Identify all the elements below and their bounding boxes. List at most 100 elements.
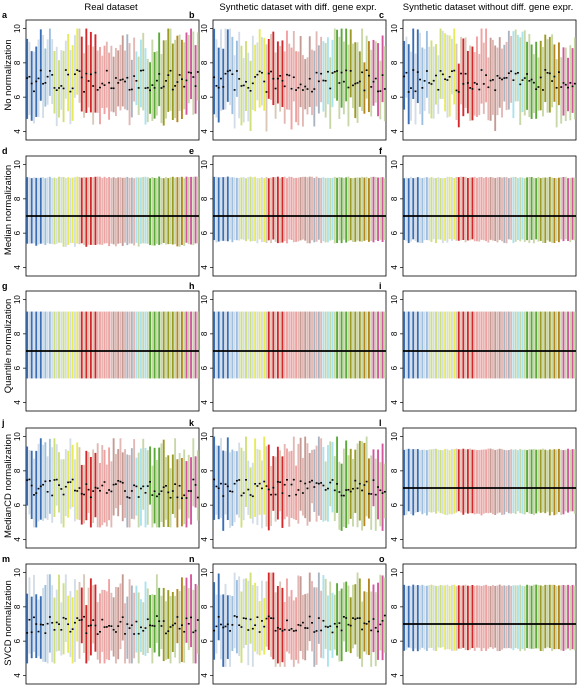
box-6 bbox=[416, 449, 419, 513]
median-mark-7 bbox=[229, 630, 232, 632]
box-27 bbox=[464, 449, 467, 513]
box-57 bbox=[532, 311, 535, 379]
y-tick-label: 8 bbox=[13, 331, 22, 336]
box-39 bbox=[301, 176, 304, 240]
y-tick-label: 6 bbox=[200, 502, 209, 507]
y-tick-label: 8 bbox=[390, 196, 399, 201]
median-mark-30 bbox=[281, 492, 284, 494]
box-64 bbox=[358, 311, 361, 379]
y-tick-label: 10 bbox=[200, 568, 209, 577]
box-73 bbox=[192, 176, 195, 246]
box-47 bbox=[133, 439, 136, 520]
box-29 bbox=[279, 46, 282, 112]
y-tick-label: 10 bbox=[390, 432, 399, 441]
median-mark-44 bbox=[313, 486, 316, 488]
box-24 bbox=[267, 38, 270, 99]
median-mark-32 bbox=[286, 73, 288, 76]
median-mark-53 bbox=[146, 618, 149, 621]
box-39 bbox=[114, 586, 117, 664]
panel-frame bbox=[402, 19, 577, 141]
box-62 bbox=[167, 178, 170, 245]
median-mark-70 bbox=[185, 617, 188, 620]
box-38 bbox=[112, 597, 115, 657]
box-28 bbox=[466, 585, 469, 651]
box-1 bbox=[28, 41, 31, 116]
box-28 bbox=[276, 41, 279, 104]
box-42 bbox=[121, 35, 124, 107]
box-69 bbox=[560, 449, 563, 515]
box-48 bbox=[512, 31, 515, 119]
box-30 bbox=[94, 176, 97, 245]
box-54 bbox=[149, 595, 151, 648]
median-mark-66 bbox=[176, 616, 179, 618]
box-1 bbox=[215, 39, 218, 118]
box-63 bbox=[546, 450, 549, 512]
box-24 bbox=[267, 311, 270, 379]
box-19 bbox=[446, 584, 449, 650]
box-39 bbox=[114, 178, 117, 247]
box-48 bbox=[322, 41, 325, 112]
box-53 bbox=[146, 58, 149, 123]
box-64 bbox=[548, 584, 551, 649]
median-mark-16 bbox=[62, 493, 65, 496]
box-9 bbox=[46, 311, 49, 379]
box-26 bbox=[462, 448, 465, 515]
median-mark-36 bbox=[295, 629, 298, 632]
box-21 bbox=[451, 584, 453, 652]
box-24 bbox=[267, 178, 270, 241]
box-64 bbox=[171, 311, 174, 379]
box-20 bbox=[71, 45, 74, 121]
box-50 bbox=[140, 448, 142, 526]
box-17 bbox=[441, 450, 444, 514]
box-19 bbox=[69, 591, 72, 657]
median-mark-35 bbox=[105, 69, 108, 72]
box-27 bbox=[274, 177, 277, 242]
box-45 bbox=[315, 311, 318, 379]
box-56 bbox=[530, 449, 533, 514]
box-11 bbox=[428, 311, 431, 379]
box-60 bbox=[162, 40, 165, 126]
box-61 bbox=[352, 311, 354, 379]
box-29 bbox=[92, 449, 95, 524]
y-tick-label: 10 bbox=[13, 160, 22, 169]
median-mark-23 bbox=[265, 617, 268, 620]
box-9 bbox=[423, 177, 426, 241]
box-27 bbox=[274, 592, 277, 667]
box-17 bbox=[441, 585, 444, 648]
median-mark-73 bbox=[192, 631, 195, 634]
median-mark-45 bbox=[505, 76, 508, 79]
box-32 bbox=[476, 450, 478, 514]
median-mark-50 bbox=[327, 626, 329, 628]
box-13 bbox=[55, 589, 58, 652]
box-12 bbox=[53, 177, 56, 245]
box-34 bbox=[480, 311, 483, 379]
box-69 bbox=[370, 591, 373, 667]
box-71 bbox=[564, 311, 567, 379]
median-mark-72 bbox=[377, 90, 379, 93]
box-56 bbox=[340, 28, 343, 108]
box-44 bbox=[126, 454, 129, 528]
median-mark-73 bbox=[192, 478, 195, 481]
panel-letter: m bbox=[2, 554, 10, 564]
median-mark-32 bbox=[286, 619, 288, 622]
median-mark-7 bbox=[42, 483, 45, 486]
median-mark-59 bbox=[160, 490, 163, 493]
box-56 bbox=[530, 585, 533, 649]
box-16 bbox=[439, 178, 442, 240]
box-60 bbox=[349, 311, 352, 379]
median-mark-17 bbox=[441, 73, 444, 76]
box-9 bbox=[46, 456, 49, 520]
median-mark-38 bbox=[299, 83, 302, 86]
box-2 bbox=[407, 178, 410, 244]
median-mark-13 bbox=[242, 492, 245, 494]
median-mark-46 bbox=[130, 624, 133, 627]
box-20 bbox=[258, 311, 261, 379]
box-4 bbox=[35, 177, 38, 246]
median-mark-69 bbox=[370, 629, 373, 632]
box-35 bbox=[482, 311, 485, 379]
median-mark-74 bbox=[381, 492, 384, 494]
box-15 bbox=[437, 177, 440, 240]
